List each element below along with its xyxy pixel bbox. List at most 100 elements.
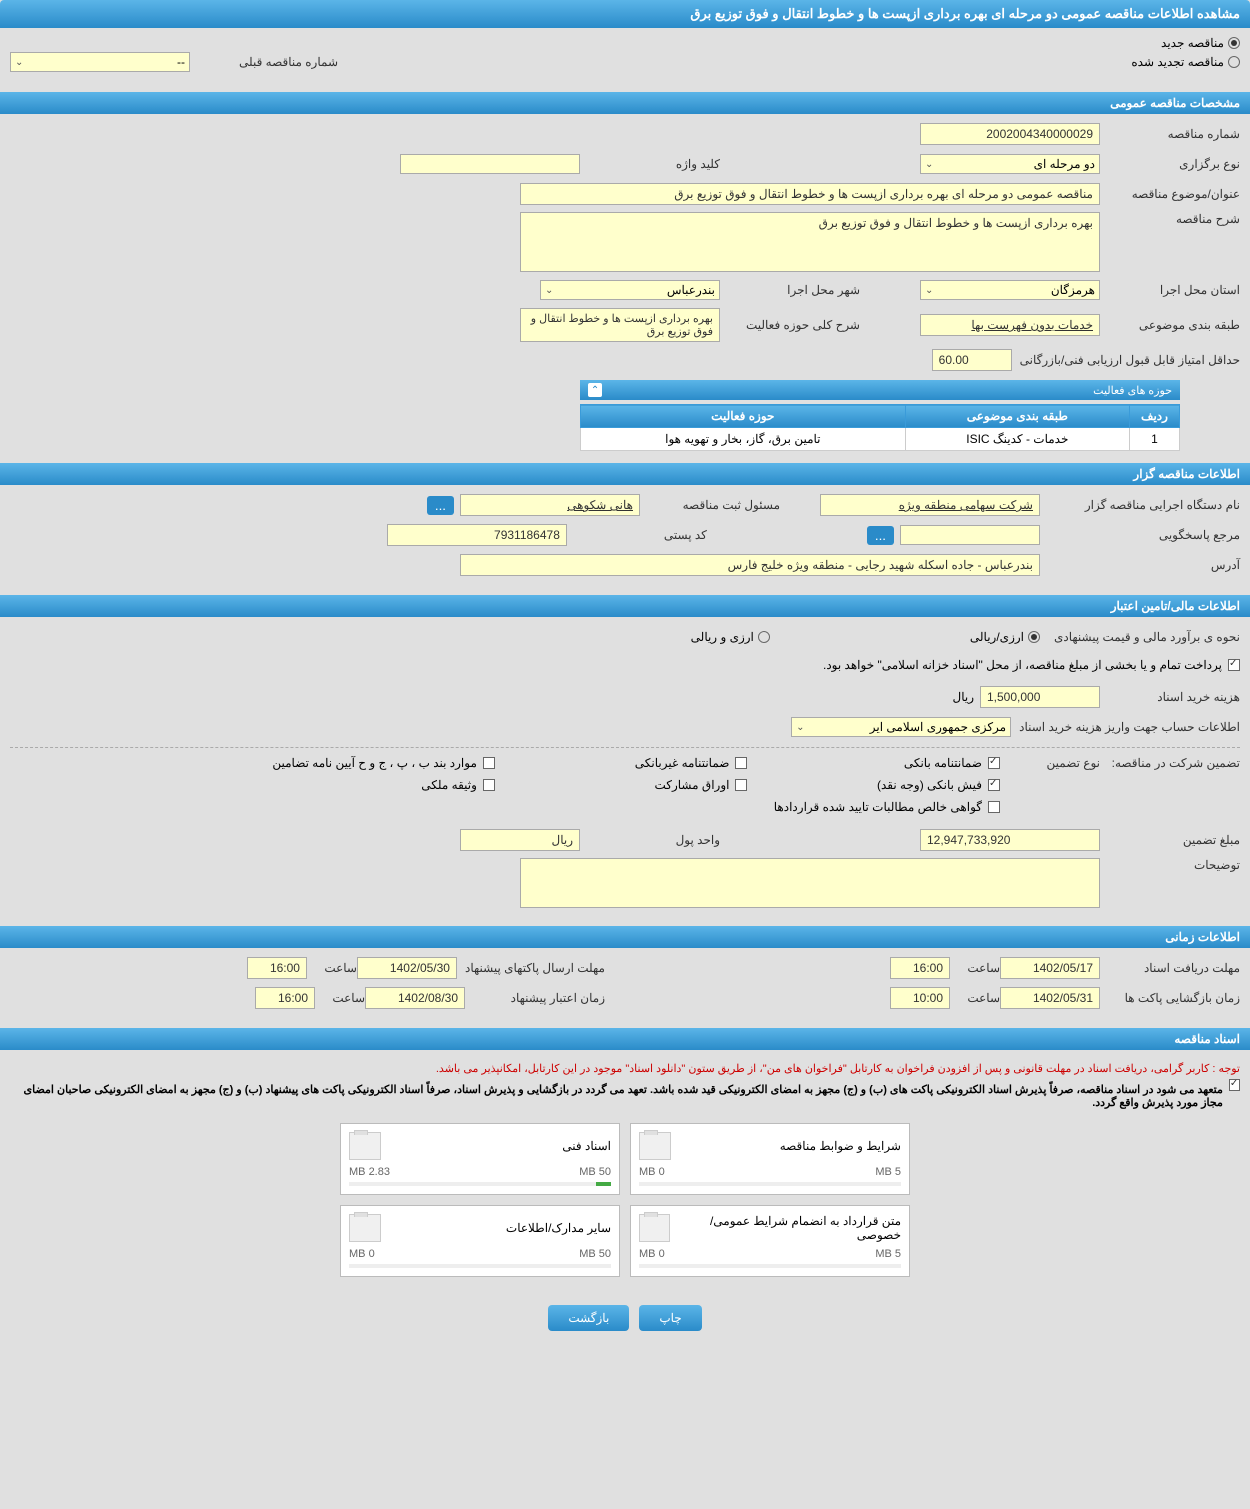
radio-dot-icon <box>1028 631 1040 643</box>
checkbox-icon <box>988 779 1000 791</box>
radio-new-tender[interactable]: مناقصه جدید <box>1161 36 1240 50</box>
packet-send-time: 16:00 <box>247 957 307 979</box>
chevron-down-icon: ⌄ <box>545 285 553 296</box>
holding-type-select[interactable]: دو مرحله ای ⌄ <box>920 154 1100 174</box>
radio-label: ارزی و ریالی <box>691 630 754 644</box>
cell: 1 <box>1130 428 1180 451</box>
check-items-bp[interactable]: موارد بند ب ، پ ، ج و ح آیین نامه تضامین <box>272 756 495 770</box>
city-label: شهر محل اجرا <box>720 283 860 297</box>
min-score-label: حداقل امتیاز قابل قبول ارزیابی فنی/بازرگ… <box>1012 353 1240 367</box>
title-field: مناقصه عمومی دو مرحله ای بهره برداری ازپ… <box>520 183 1100 205</box>
select-value: دو مرحله ای <box>1034 157 1095 171</box>
activity-table-header: حوزه های فعالیت ⌃ <box>580 380 1180 400</box>
notes-field[interactable] <box>520 858 1100 908</box>
province-select[interactable]: هرمزگان ⌄ <box>920 280 1100 300</box>
file-used: 0 MB <box>639 1248 665 1260</box>
radio-label: مناقصه جدید <box>1161 36 1224 50</box>
file-limit: 5 MB <box>875 1166 901 1178</box>
contact-ref-label: مرجع پاسخگویی <box>1040 528 1240 542</box>
guarantee-type-label: نوع تضمین <box>1020 756 1100 770</box>
check-receivables[interactable]: گواهی خالص مطالبات تایید شده قراردادها <box>525 800 1000 814</box>
packet-send-date: 1402/05/30 <box>357 957 457 979</box>
activity-desc-field: بهره برداری ازپست ها و خطوط انتقال و فوق… <box>520 308 720 342</box>
print-button[interactable]: چاپ <box>639 1305 701 1331</box>
payment-note-check[interactable]: پرداخت تمام و یا بخشی از مبلغ مناقصه، از… <box>823 658 1240 672</box>
org-name-field[interactable]: شرکت سهامی منطقه ویژه <box>820 494 1040 516</box>
check-bank-guarantee[interactable]: ضمانتنامه بانکی <box>777 756 1000 770</box>
back-button[interactable]: بازگشت <box>548 1305 629 1331</box>
collapse-icon[interactable]: ⌃ <box>588 383 602 397</box>
section-organizer: اطلاعات مناقصه گزار <box>0 463 1250 485</box>
currency-unit-field: ریال <box>460 829 580 851</box>
validity-label: زمان اعتبار پیشنهاد <box>465 991 605 1005</box>
section-documents: اسناد مناقصه <box>0 1028 1250 1050</box>
doc-receive-time: 16:00 <box>890 957 950 979</box>
file-limit: 5 MB <box>875 1248 901 1260</box>
address-field: بندرعباس - جاده اسکله شهید رجایی - منطقه… <box>460 554 1040 576</box>
more-button-2[interactable]: ... <box>867 526 894 545</box>
doc-note-1: توجه : کاربر گرامی، دریافت اسناد در مهلت… <box>10 1062 1240 1075</box>
notes-label: توضیحات <box>1100 858 1240 872</box>
radio-dot-icon <box>1228 37 1240 49</box>
responsible-field[interactable]: هانی شکوهی <box>460 494 640 516</box>
bank-account-select[interactable]: مرکزی جمهوری اسلامی ایر ⌄ <box>791 717 1011 737</box>
col-activity: حوزه فعالیت <box>581 405 906 428</box>
more-button[interactable]: ... <box>427 496 454 515</box>
description-label: شرح مناقصه <box>1100 212 1240 226</box>
checkbox-icon <box>735 779 747 791</box>
file-box[interactable]: متن قرارداد به انضمام شرایط عمومی/خصوصی5… <box>630 1205 910 1277</box>
cell: تامین برق، گاز، بخار و تهویه هوا <box>581 428 906 451</box>
keyword-field[interactable] <box>400 154 580 174</box>
radio-dot-icon <box>1228 56 1240 68</box>
check-bank-receipt[interactable]: فیش بانکی (وجه نقد) <box>777 778 1000 792</box>
checkbox-icon <box>988 757 1000 769</box>
folder-icon <box>639 1214 670 1242</box>
checkbox-icon <box>1229 1079 1240 1091</box>
doc-receive-label: مهلت دریافت اسناد <box>1100 961 1240 975</box>
currency-unit-label: واحد پول <box>580 833 720 847</box>
category-label: طبقه بندی موضوعی <box>1100 318 1240 332</box>
tender-no-field: 2002004340000029 <box>920 123 1100 145</box>
payment-note: پرداخت تمام و یا بخشی از مبلغ مناقصه، از… <box>823 658 1222 672</box>
title-label: عنوان/موضوع مناقصه <box>1100 187 1240 201</box>
packet-open-label: زمان بازگشایی پاکت ها <box>1100 991 1240 1005</box>
radio-currency[interactable]: ارزی و ریالی <box>691 630 770 644</box>
tender-no-label: شماره مناقصه <box>1100 127 1240 141</box>
activity-table: ردیف طبقه بندی موضوعی حوزه فعالیت 1 خدما… <box>580 404 1180 451</box>
file-box[interactable]: شرایط و ضوابط مناقصه5 MB0 MB <box>630 1123 910 1195</box>
description-field: بهره برداری ازپست ها و خطوط انتقال و فوق… <box>520 212 1100 272</box>
select-value: هرمزگان <box>1051 283 1095 297</box>
category-field[interactable]: خدمات بدون فهرست بها <box>920 314 1100 336</box>
file-limit: 50 MB <box>579 1248 611 1260</box>
packet-open-time: 10:00 <box>890 987 950 1009</box>
activity-desc-label: شرح کلی حوزه فعالیت <box>720 318 860 332</box>
file-box[interactable]: اسناد فنی50 MB2.83 MB <box>340 1123 620 1195</box>
file-limit: 50 MB <box>579 1166 611 1178</box>
check-bonds[interactable]: اوراق مشارکت <box>525 778 748 792</box>
check-property[interactable]: وثیقه ملکی <box>272 778 495 792</box>
time-label: ساعت <box>315 991 365 1005</box>
section-timing: اطلاعات زمانی <box>0 926 1250 948</box>
table-row: 1 خدمات - کدینگ ISIC تامین برق، گاز، بخا… <box>581 428 1180 451</box>
chevron-down-icon: ⌄ <box>925 285 933 296</box>
file-used: 0 MB <box>349 1248 375 1260</box>
radio-renewed-tender[interactable]: مناقصه تجدید شده <box>1131 55 1240 69</box>
packet-send-label: مهلت ارسال پاکتهای پیشنهاد <box>457 961 605 975</box>
folder-icon <box>349 1132 381 1160</box>
checkbox-icon <box>988 801 1000 813</box>
guarantee-label: تضمین شرکت در مناقصه: <box>1100 756 1240 770</box>
contact-ref-field[interactable] <box>900 525 1040 545</box>
doc-cost-label: هزینه خرید اسناد <box>1100 690 1240 704</box>
prev-tender-select[interactable]: -- ⌄ <box>10 52 190 72</box>
file-box[interactable]: سایر مدارک/اطلاعات 50 MB 0 MB <box>340 1205 620 1277</box>
file-name: اسناد فنی <box>562 1139 611 1153</box>
radio-rial[interactable]: ارزی/ریالی <box>970 630 1040 644</box>
file-name: سایر مدارک/اطلاعات <box>506 1221 611 1235</box>
city-select[interactable]: بندرعباس ⌄ <box>540 280 720 300</box>
org-name-label: نام دستگاه اجرایی مناقصه گزار <box>1040 498 1240 512</box>
doc-receive-date: 1402/05/17 <box>1000 957 1100 979</box>
radio-label: ارزی/ریالی <box>970 630 1024 644</box>
check-non-bank[interactable]: ضمانتنامه غیربانکی <box>525 756 748 770</box>
col-index: ردیف <box>1130 405 1180 428</box>
min-score-field: 60.00 <box>932 349 1012 371</box>
